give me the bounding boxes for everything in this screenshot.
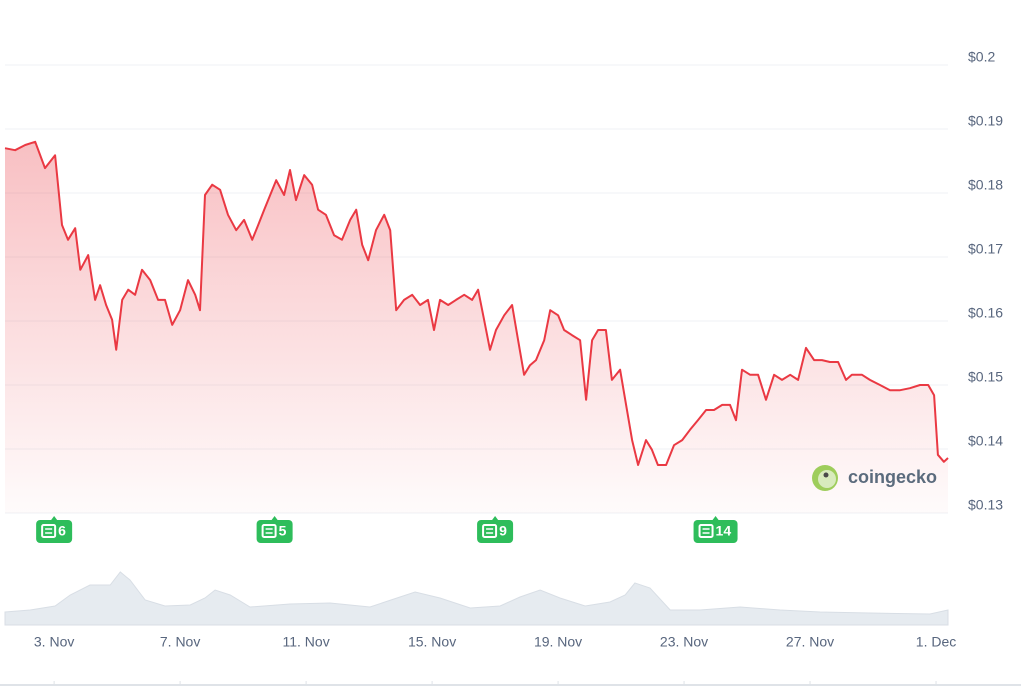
news-icon — [41, 524, 57, 538]
news-badge[interactable]: 9 — [477, 516, 514, 543]
y-tick-label: $0.16 — [968, 305, 1003, 321]
volume-area — [4, 571, 949, 626]
x-tick-label: 1. Dec — [916, 634, 956, 650]
news-icon — [698, 524, 714, 538]
x-tick-label: 23. Nov — [660, 634, 708, 650]
news-count: 6 — [58, 523, 66, 539]
news-count: 5 — [279, 523, 287, 539]
x-tick-label: 27. Nov — [786, 634, 834, 650]
news-badge-pointer — [271, 516, 278, 520]
watermark: coingecko — [848, 467, 937, 487]
x-tick-label: 15. Nov — [408, 634, 456, 650]
news-count: 14 — [716, 523, 732, 539]
x-tick-label: 3. Nov — [34, 634, 74, 650]
y-tick-label: $0.15 — [968, 369, 1003, 385]
x-tick-label: 7. Nov — [160, 634, 200, 650]
plot: $0.2 $0.19 $0.18 $0.17 $0.16 $0.15 $0.14 $0.13 3… — [4, 49, 1003, 685]
news-badge[interactable]: 6 — [36, 516, 73, 543]
x-tick-label: 11. Nov — [282, 634, 329, 650]
news-badge[interactable]: 5 — [256, 516, 293, 543]
news-count: 9 — [499, 523, 507, 539]
y-tick-label: $0.2 — [968, 49, 995, 65]
y-tick-label: $0.19 — [968, 113, 1003, 129]
news-badge-pointer — [492, 516, 499, 520]
news-badge-pointer — [712, 516, 719, 520]
news-badge[interactable]: 14 — [693, 516, 738, 543]
price-line — [4, 140, 949, 466]
news-badge-pointer — [51, 516, 58, 520]
y-tick-label: $0.14 — [968, 433, 1003, 449]
watermark-logo — [812, 465, 838, 491]
y-tick-label: $0.18 — [968, 177, 1003, 193]
x-tick-label: 19. Nov — [534, 634, 582, 650]
y-tick-label: $0.17 — [968, 241, 1003, 257]
news-icon — [261, 524, 277, 538]
y-tick-label: $0.13 — [968, 497, 1003, 513]
news-icon — [482, 524, 498, 538]
price-area — [5, 141, 948, 514]
